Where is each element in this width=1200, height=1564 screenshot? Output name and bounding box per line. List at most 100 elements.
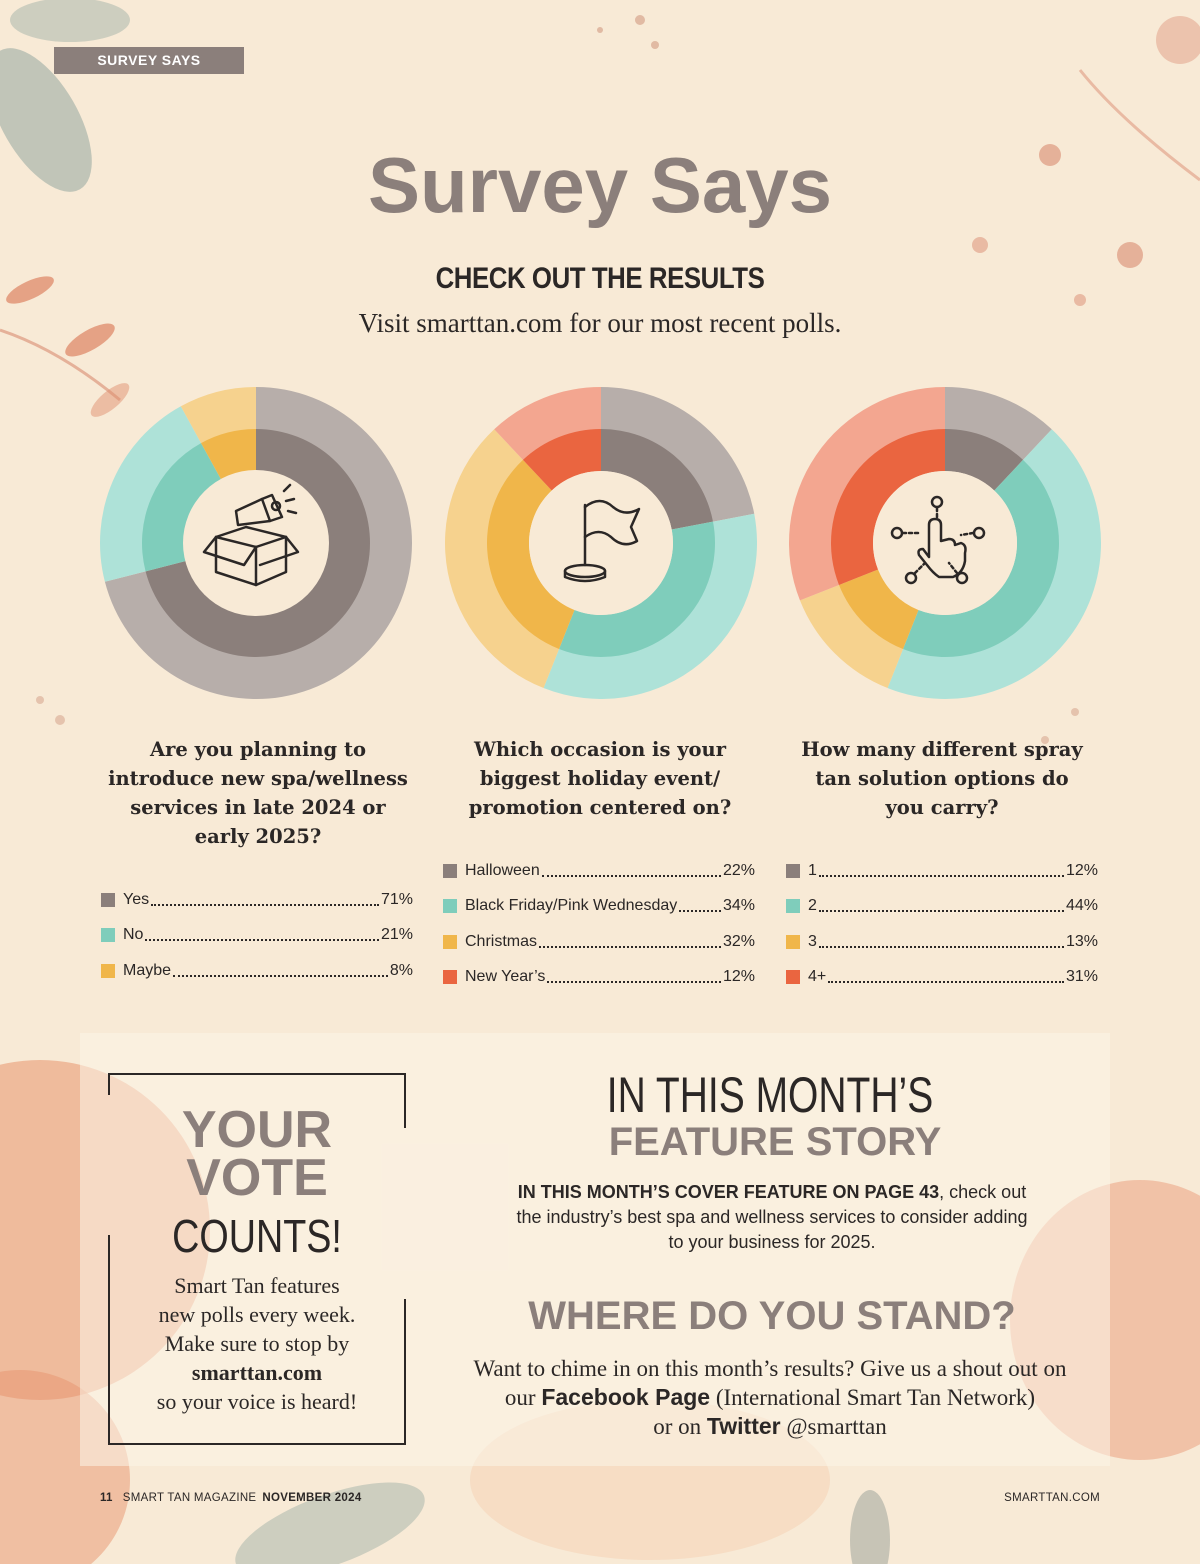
frame-bottom: [108, 1443, 406, 1445]
vote-text-line: so your voice is heard!: [156, 1389, 358, 1414]
donut-outer-slice-1: [945, 387, 1052, 461]
legend-swatch: [443, 899, 457, 914]
donut-slice-2: [903, 459, 1059, 657]
legend-item: New Year’s 12%: [443, 960, 755, 996]
holiday-event-donut-chart: [445, 387, 757, 699]
legend-item: 4+ 31%: [786, 960, 1098, 996]
donut-outer-slice-no: [100, 406, 202, 582]
stand-text: @smarttan: [780, 1414, 887, 1439]
donut-slice-maybe: [201, 429, 256, 480]
dot-leader: [145, 929, 379, 942]
legend-item: Black Friday/Pink Wednesday 34%: [443, 889, 755, 925]
stand-text: or on: [653, 1414, 707, 1439]
leaf-bottom-mid: [235, 1482, 425, 1564]
legend-item: Halloween 22%: [443, 853, 755, 889]
dot-leader: [547, 971, 721, 984]
info-panel: [80, 1033, 1110, 1466]
stand-text: our: [504, 1385, 542, 1410]
donut-outer-slice-4-: [789, 387, 945, 601]
dot-4: [1041, 736, 1049, 744]
legend-label: Black Friday/Pink Wednesday: [465, 897, 678, 915]
question-2-line: biggest holiday event/: [479, 767, 721, 790]
legend-label: New Year’s: [465, 968, 546, 986]
dot-leader: [828, 971, 1064, 984]
legend-solution-options: 1 12% 2 44% 3 13% 4+ 31%: [786, 853, 1098, 995]
legend-value: 8%: [389, 961, 413, 979]
flag-icon: [563, 499, 641, 583]
question-2-line: Which occasion is your: [473, 738, 727, 761]
legend-value: 12%: [1065, 861, 1098, 879]
legend-item: 3 13%: [786, 924, 1098, 960]
issue-date: NOVEMBER 2024: [262, 1492, 362, 1504]
legend-swatch: [786, 970, 800, 985]
stand-text: Want to chime in on this month’s results…: [473, 1356, 1067, 1381]
section-tag: SURVEY SAYS: [54, 47, 244, 74]
legend-swatch: [443, 934, 457, 949]
donut-slice-christmas: [487, 459, 575, 649]
donut-outer-slice-2: [887, 429, 1101, 699]
berry-4: [1156, 16, 1200, 64]
dot-6: [55, 715, 65, 725]
dot-3: [597, 27, 603, 33]
stand-text: (International Smart Tan Network): [710, 1385, 1036, 1410]
frame-right-top: [404, 1073, 406, 1128]
frame-top: [108, 1073, 406, 1075]
berry-2: [1117, 242, 1143, 268]
legend-label: No: [123, 926, 144, 944]
question-3: How many different spray tan solution op…: [777, 735, 1107, 822]
page-title: Survey Says: [367, 141, 832, 229]
legend-value: 21%: [380, 926, 413, 944]
hand-pointer-icon: [890, 495, 986, 585]
vote-text-line: new polls every week.: [158, 1302, 356, 1327]
vote-line-your: YOUR: [181, 1101, 333, 1159]
legend-label: 2: [808, 897, 817, 915]
vote-text-line: Smart Tan features: [174, 1273, 340, 1298]
donut-slice-1: [945, 429, 1024, 491]
leaf-bottom-right: [850, 1490, 890, 1564]
legend-item: Yes 71%: [101, 882, 413, 918]
feature-text: to your business for 2025.: [668, 1232, 876, 1252]
legend-value: 32%: [722, 932, 755, 950]
legend-spa-services: Yes 71% No 21% Maybe 8%: [101, 882, 413, 989]
legend-item: 2 44%: [786, 889, 1098, 925]
berry-1: [1039, 144, 1061, 166]
donut-outer-slice-3: [799, 584, 904, 689]
donut-slice-black-friday-pink-wednesday: [559, 521, 715, 657]
legend-label: Maybe: [123, 961, 172, 979]
legend-swatch: [786, 899, 800, 914]
donut-slice-halloween: [601, 429, 713, 530]
vote-line-vote: VOTE: [186, 1149, 328, 1207]
question-2: Which occasion is your biggest holiday e…: [435, 735, 765, 822]
vote-line-counts: COUNTS!: [172, 1210, 342, 1262]
footer-site: SMARTTAN.COM: [1004, 1492, 1100, 1504]
legend-label: 1: [808, 861, 817, 879]
legend-swatch: [443, 970, 457, 985]
donut-outer-slice-christmas: [445, 429, 560, 689]
where-do-you-stand-heading: WHERE DO YOU STAND?: [528, 1294, 1016, 1338]
legend-value: 31%: [1065, 968, 1098, 986]
leaf-top-left-2: [10, 0, 130, 42]
dot-leader: [151, 894, 379, 906]
legend-label: Christmas: [465, 932, 538, 950]
dot-leader: [173, 965, 388, 977]
frame-right-bottom: [404, 1299, 406, 1445]
dot-leader: [818, 936, 1064, 948]
donut-slice-3: [839, 569, 919, 649]
dot-2: [651, 41, 659, 49]
donut-slice-no: [142, 443, 222, 572]
vote-link[interactable]: smarttan.com: [191, 1360, 323, 1385]
donut-slice-4-: [831, 429, 945, 585]
donut-outer-slice-maybe: [180, 387, 256, 444]
question-1-line: Are you planning to: [150, 738, 366, 761]
twitter-link[interactable]: Twitter: [706, 1413, 781, 1439]
vote-description: Smart Tan features new polls every week.…: [108, 1271, 406, 1416]
vote-text-line: Make sure to stop by: [164, 1331, 350, 1356]
where-do-you-stand-body: Want to chime in on this month’s results…: [430, 1354, 1110, 1441]
feature-heading-line1: IN THIS MONTH’S: [606, 1067, 934, 1123]
legend-holiday-event: Halloween 22% Black Friday/Pink Wednesda…: [443, 853, 755, 995]
feature-text: , check out: [939, 1182, 1027, 1202]
page-number: 11: [100, 1492, 113, 1504]
feature-text: the industry’s best spa and wellness ser…: [516, 1207, 1028, 1227]
megaphone-box-icon: [202, 483, 300, 587]
facebook-link[interactable]: Facebook Page: [541, 1384, 711, 1410]
